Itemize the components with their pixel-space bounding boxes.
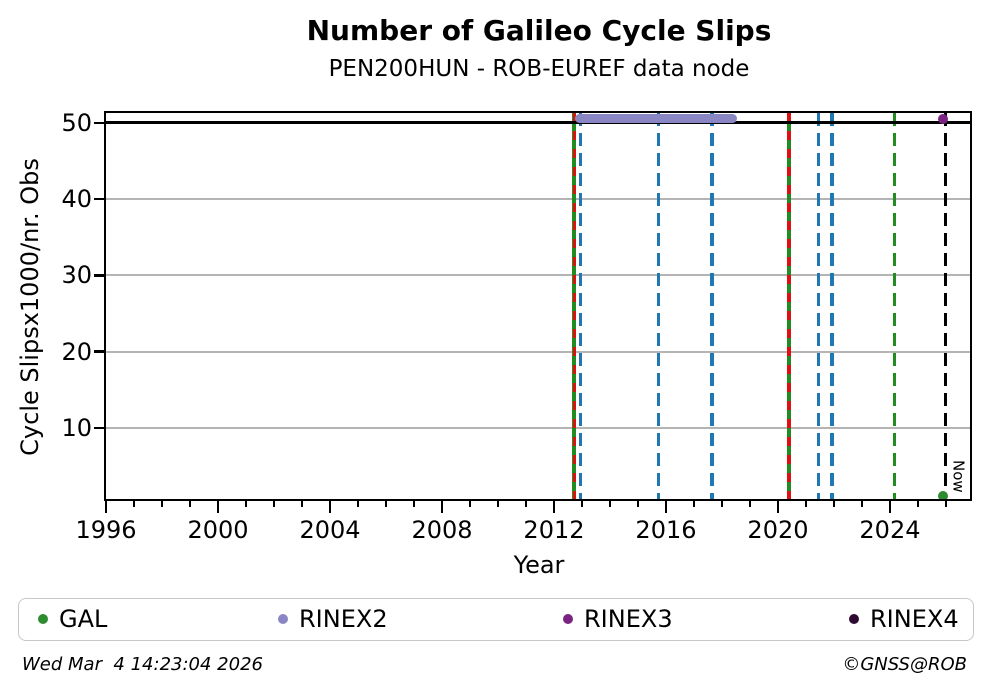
x-minor-tick	[580, 501, 583, 507]
x-tick	[776, 501, 780, 513]
legend-label: RINEX3	[584, 605, 673, 633]
y-tick-label: 30	[61, 261, 92, 290]
x-minor-tick	[496, 501, 499, 507]
grid-line-y10	[106, 426, 972, 429]
grid-line-y40	[106, 198, 972, 201]
x-tick-label: 1996	[75, 516, 137, 544]
y-tick-label: 50	[61, 108, 92, 137]
series-rinex2-segment	[574, 113, 737, 123]
x-minor-tick	[160, 501, 163, 507]
event-line-dashed	[892, 113, 897, 501]
x-tick	[888, 501, 892, 513]
footer-timestamp: Wed Mar 4 14:23:04 2026	[22, 654, 263, 675]
x-tick	[440, 501, 444, 513]
legend-item-rinex4: RINEX4	[849, 599, 959, 639]
legend-marker-dot	[849, 614, 859, 624]
y-tick	[94, 197, 106, 201]
legend: GAL RINEX2 RINEX3 RINEX4	[18, 598, 974, 641]
event-line-overlay-dashed	[787, 113, 791, 501]
x-tick	[104, 501, 108, 513]
x-minor-tick	[748, 501, 751, 507]
x-minor-tick	[412, 501, 415, 507]
chart-title: Number of Galileo Cycle Slips	[306, 14, 772, 47]
x-minor-tick	[944, 501, 947, 507]
x-minor-tick	[916, 501, 919, 507]
legend-label: RINEX4	[870, 605, 959, 633]
x-minor-tick	[608, 501, 611, 507]
series-gal-point	[937, 491, 948, 502]
legend-marker-dot	[38, 614, 48, 624]
now-label: Now	[949, 460, 968, 493]
y-tick-label: 10	[61, 413, 92, 442]
x-minor-tick	[720, 501, 723, 507]
legend-label: GAL	[59, 605, 108, 633]
x-minor-tick	[636, 501, 639, 507]
x-minor-tick	[692, 501, 695, 507]
x-tick-label: 2008	[411, 516, 473, 544]
event-line-dashed	[710, 113, 714, 501]
x-tick-label: 2020	[747, 516, 809, 544]
x-minor-tick	[468, 501, 471, 507]
legend-marker-dot	[278, 614, 288, 624]
x-minor-tick	[244, 501, 247, 507]
footer-credit: ©GNSS@ROB	[842, 654, 967, 675]
y-tick-label: 40	[61, 185, 92, 214]
x-minor-tick	[804, 501, 807, 507]
y-tick	[94, 121, 106, 125]
grid-line-y30	[106, 274, 972, 277]
legend-item-rinex2: RINEX2	[278, 599, 388, 639]
grid-line-y20	[106, 350, 972, 353]
x-tick-label: 2004	[299, 516, 361, 544]
event-line-dashed	[830, 113, 834, 501]
x-minor-tick	[384, 501, 387, 507]
x-tick	[552, 501, 556, 513]
x-minor-tick	[356, 501, 359, 507]
x-tick-label: 2024	[859, 516, 921, 544]
event-line-dashed	[943, 113, 948, 501]
threshold-line-50	[106, 121, 972, 125]
x-minor-tick	[132, 501, 135, 507]
x-minor-tick	[188, 501, 191, 507]
event-line-dashed	[816, 113, 821, 501]
x-tick-label: 2016	[635, 516, 697, 544]
x-tick-label: 2000	[187, 516, 249, 544]
x-tick	[664, 501, 668, 513]
x-minor-tick	[300, 501, 303, 507]
legend-marker-dot	[563, 614, 573, 624]
legend-item-rinex3: RINEX3	[563, 599, 673, 639]
x-tick	[216, 501, 220, 513]
x-minor-tick	[272, 501, 275, 507]
series-rinex3-point	[937, 113, 948, 124]
chart-subtitle: PEN200HUN - ROB-EUREF data node	[328, 56, 750, 82]
y-tick	[94, 350, 106, 353]
x-minor-tick	[860, 501, 863, 507]
y-tick-label: 20	[61, 337, 92, 366]
event-line-overlay-dashed	[572, 113, 577, 501]
legend-item-gal: GAL	[38, 599, 107, 639]
event-line-dashed	[656, 113, 661, 501]
x-tick	[328, 501, 332, 513]
x-minor-tick	[832, 501, 835, 507]
y-tick	[94, 426, 106, 430]
x-minor-tick	[524, 501, 527, 507]
x-tick-label: 2012	[523, 516, 585, 544]
event-line-dashed	[578, 113, 583, 501]
legend-label: RINEX2	[299, 605, 388, 633]
x-axis-label: Year	[513, 551, 565, 579]
y-tick	[94, 274, 106, 277]
